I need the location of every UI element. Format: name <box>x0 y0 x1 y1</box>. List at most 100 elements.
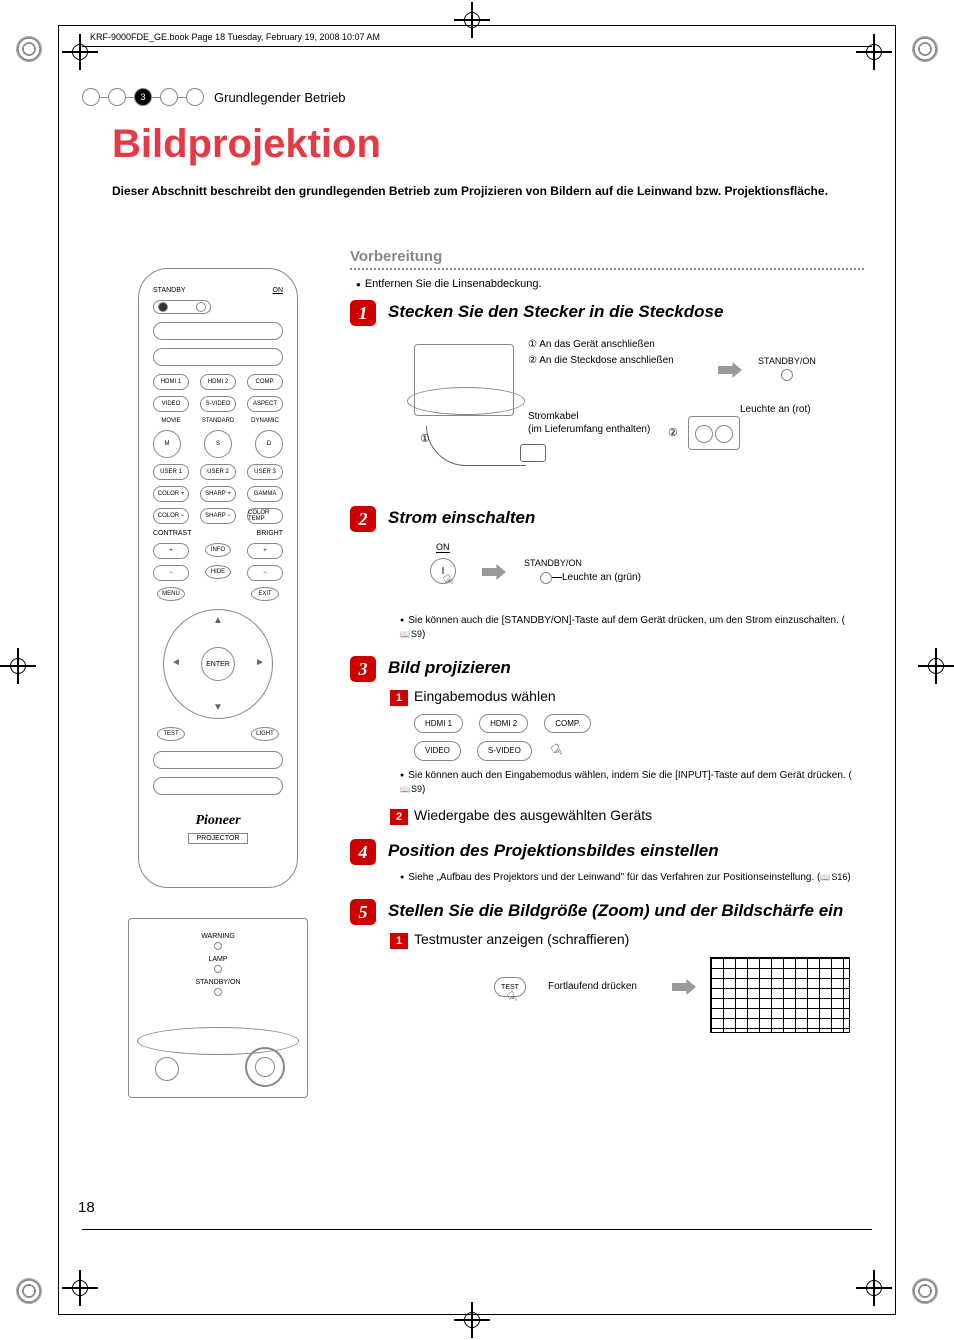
step5-diagram: TEST ☟ Fortlaufend drücken <box>390 957 864 1047</box>
projector-outline-icon <box>414 344 514 416</box>
remote-btn: S-VIDEO <box>200 396 236 412</box>
socket-icon <box>688 416 740 450</box>
step-badge: 4 <box>350 839 376 865</box>
page-ref: S9 <box>400 783 422 796</box>
step-title: Bild projizieren <box>388 656 511 678</box>
remote-btn: HDMI 1 <box>153 374 189 390</box>
remote-btn: USER 1 <box>153 464 189 480</box>
page-ref: S16 <box>820 871 847 884</box>
rule-top <box>82 46 872 47</box>
prep-heading: Vorbereitung <box>350 248 864 265</box>
input-buttons-row2: VIDEO S-VIDEO ☟ <box>414 741 864 761</box>
remote-btn: + <box>247 543 283 559</box>
crop-mark <box>912 36 938 62</box>
diag-line: ① An das Gerät anschließen <box>528 338 708 352</box>
led-status-text: Leuchte an (rot) <box>740 404 811 415</box>
remote-row-input2: VIDEOS-VIDEOASPECT <box>153 396 283 412</box>
remote-btn: USER 2 <box>200 464 236 480</box>
remote-bar <box>153 348 283 366</box>
step-4: 4 Position des Projektionsbildes einstel… <box>350 839 864 865</box>
remote-btn: S <box>204 430 232 458</box>
book-info: KRF-9000FDE_GE.book Page 18 Tuesday, Feb… <box>90 32 380 42</box>
input-btn: HDMI 1 <box>414 714 463 733</box>
step-title: Stellen Sie die Bildgröße (Zoom) und der… <box>388 899 843 921</box>
diag-callout: ① <box>420 432 430 445</box>
remote-btn: M <box>153 430 181 458</box>
step5-sub1: 1Testmuster anzeigen (schraffieren) <box>390 931 864 949</box>
step-title: Stecken Sie den Stecker in die Steckdose <box>388 300 723 322</box>
bc-step <box>82 88 100 106</box>
remote-btn: COLOR − <box>153 508 189 524</box>
step-title: Strom einschalten <box>388 506 535 528</box>
step-badge: 5 <box>350 899 376 925</box>
remote-btn: − <box>153 565 189 581</box>
dial-icon <box>155 1057 179 1081</box>
remote-btn: COLOR TEMP <box>247 508 283 524</box>
crop-mark <box>16 1278 42 1304</box>
plug-icon <box>520 444 546 462</box>
bc-step <box>108 88 126 106</box>
remote-btn: HIDE <box>205 565 231 579</box>
remote-contrast-label: CONTRAST <box>153 530 192 537</box>
sub-badge: 1 <box>390 690 408 706</box>
remote-illustration: STANDBYON HDMI 1HDMI 2COMP. VIDEOS-VIDEO… <box>138 268 298 888</box>
remote-btn: D <box>255 430 283 458</box>
input-btn: HDMI 2 <box>479 714 528 733</box>
remote-dpad: ENTER ▲ ▼ ◄ ► <box>163 609 273 719</box>
input-btn: VIDEO <box>414 741 461 761</box>
crop-mark <box>16 36 42 62</box>
remote-sublabel: STANDARD <box>200 418 236 424</box>
remote-btn: SHARP − <box>200 508 236 524</box>
step-badge: 3 <box>350 656 376 682</box>
remote-btn: + <box>153 543 189 559</box>
hand-cursor-icon: ☟ <box>547 740 565 762</box>
remote-btn: USER 3 <box>247 464 283 480</box>
step-title: Position des Projektionsbildes einstelle… <box>388 839 719 861</box>
step4-note: Siehe „Aufbau des Projektors und der Lei… <box>400 871 864 885</box>
step3-sub1: 1Eingabemodus wählen <box>390 688 864 706</box>
remote-sublabel: MOVIE <box>153 418 189 424</box>
step2-note: Sie können auch die [STANDBY/ON]-Taste a… <box>400 614 864 642</box>
remote-btn: MENU <box>157 587 185 601</box>
step2-diagram: ON I ☟ STANDBY/ON Leuchte an (grün) <box>390 538 864 608</box>
standby-label: STANDBY/ON <box>524 558 582 568</box>
projector-illustration: WARNING LAMP STANDBY/ON <box>128 918 308 1098</box>
sub-badge: 2 <box>390 809 408 825</box>
bc-step <box>160 88 178 106</box>
remote-bar <box>153 322 283 340</box>
remote-btn: EXIT <box>251 587 279 601</box>
input-btn: COMP. <box>544 714 591 733</box>
sub-badge: 1 <box>390 933 408 949</box>
led-icon <box>781 369 793 381</box>
remote-btn: COLOR + <box>153 486 189 502</box>
step-1: 1 Stecken Sie den Stecker in die Steckdo… <box>350 300 864 326</box>
standby-label: STANDBY/ON <box>758 356 816 384</box>
crop-cross <box>924 654 948 678</box>
lens-icon <box>245 1047 285 1087</box>
remote-btn: LIGHT <box>251 727 279 741</box>
remote-btn: HDMI 2 <box>200 374 236 390</box>
breadcrumb: 3 Grundlegender Betrieb <box>82 88 346 106</box>
arrow-right-icon <box>672 979 696 995</box>
step-5: 5 Stellen Sie die Bildgröße (Zoom) und d… <box>350 899 864 925</box>
remote-btn: − <box>247 565 283 581</box>
diag-line: ② An die Steckdose anschließen <box>528 354 708 368</box>
remote-sublabel: DYNAMIC <box>247 418 283 424</box>
page-title: Bildprojektion <box>112 122 381 167</box>
input-buttons-row1: HDMI 1 HDMI 2 COMP. <box>414 714 864 733</box>
remote-standby-label: STANDBY <box>153 287 186 294</box>
led-icon <box>540 572 552 584</box>
page-number: 18 <box>78 1199 95 1216</box>
remote-btn: VIDEO <box>153 396 189 412</box>
crop-mark <box>912 1278 938 1304</box>
step3-sub2: 2Wiedergabe des ausgewählten Geräts <box>390 807 864 825</box>
arrow-right-icon <box>482 564 506 580</box>
diag-text: ① An das Gerät anschließen ② An die Stec… <box>528 338 708 370</box>
remote-btn: TEST <box>157 727 185 741</box>
input-btn: S-VIDEO <box>477 741 532 761</box>
remote-enter: ENTER <box>201 647 235 681</box>
step-3: 3 Bild projizieren <box>350 656 864 682</box>
remote-btn: INFO <box>205 543 231 557</box>
step3-note: Sie können auch den Eingabemodus wählen,… <box>400 769 864 797</box>
remote-brand: Pioneer <box>153 813 283 829</box>
